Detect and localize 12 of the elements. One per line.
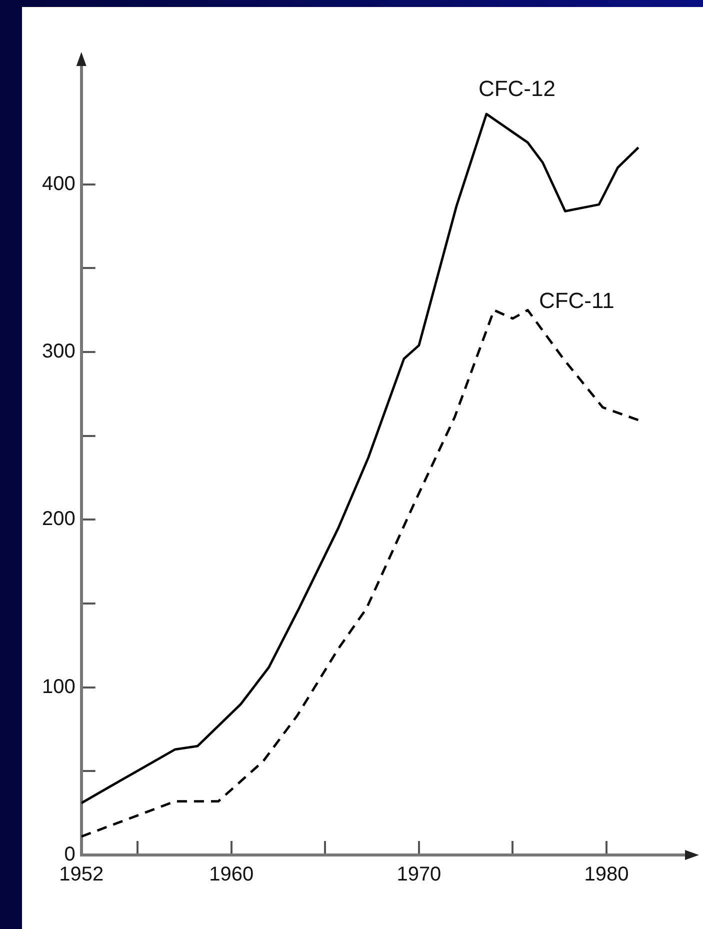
y-tick-label: 400: [42, 172, 76, 195]
line-series: [81, 308, 642, 838]
x-tick-label: 1952: [59, 864, 104, 886]
x-tick-label: 1980: [584, 864, 629, 886]
y-tick-label: 100: [42, 676, 76, 698]
y-tick-label: 0: [64, 844, 76, 866]
x-tick-label: 1970: [396, 864, 442, 886]
series-label: CFC-12: [478, 76, 556, 101]
y-tick-label: 200: [42, 508, 76, 530]
y-tick-label: 300: [42, 340, 76, 363]
series-label: CFC-11: [538, 288, 614, 314]
x-tick-label: 1960: [209, 864, 254, 886]
